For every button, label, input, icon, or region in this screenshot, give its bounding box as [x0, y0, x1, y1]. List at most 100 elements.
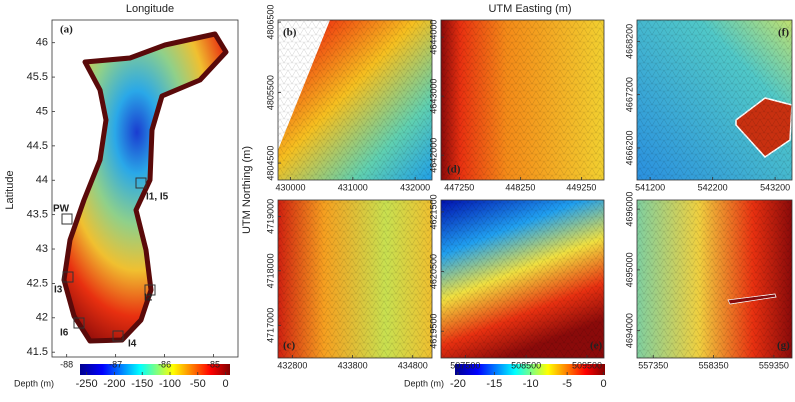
x-tick-label: 507500 — [450, 360, 480, 370]
y-tick-label: 4619500 — [428, 314, 438, 349]
station-box — [73, 317, 85, 329]
colorbars: Depth (m) Depth (m) — [14, 364, 605, 388]
panel-label: (b) — [283, 27, 297, 39]
axes-frame — [277, 19, 433, 181]
x-tick-label: 542200 — [698, 182, 728, 192]
x-tick-label: -88 — [60, 359, 73, 369]
x-tick-label: 541200 — [635, 182, 665, 192]
x-tick-label: 431000 — [338, 182, 368, 192]
panel-backgrounds: (b) (d) (f) (c) (e) (g) UTM Easting (m) … — [241, 3, 793, 358]
axes-frame — [636, 199, 793, 359]
x-tick-label: -85 — [207, 359, 220, 369]
x-tick-label: -86 — [158, 359, 171, 369]
y-tick-label: 46 — [36, 37, 48, 49]
x-tick-label: 448250 — [505, 182, 535, 192]
y-tick-label: 4666200 — [624, 130, 634, 165]
y-tick-label: 4621500 — [428, 194, 438, 229]
station-label: I4 — [128, 339, 137, 350]
panel-label: (d) — [447, 164, 461, 176]
y-axis-label: UTM Northing (m) — [241, 146, 253, 234]
y-tick-label: 4694000 — [624, 313, 634, 348]
y-tick-label: 4668200 — [624, 24, 634, 59]
y-tick-label: 4805500 — [265, 75, 275, 110]
x-tick-label: 434800 — [398, 360, 428, 370]
colorbar-tick-label: -100 — [159, 378, 181, 390]
panel-label: (a) — [60, 24, 73, 36]
y-tick-label: 4718000 — [265, 253, 275, 288]
y-tick-label: 4643000 — [428, 79, 438, 114]
x-tick-label: 557350 — [638, 360, 668, 370]
y-tick-label: 4667200 — [624, 77, 634, 112]
y-axis-label: Latitude — [4, 170, 16, 209]
y-tick-label: 4620500 — [428, 254, 438, 289]
y-tick-label: 4804500 — [265, 146, 275, 181]
y-tick-label: 44.5 — [27, 140, 48, 152]
x-tick-label: 509500 — [572, 360, 602, 370]
colorbar-tick-label: 0 — [600, 378, 606, 390]
colorbar — [80, 364, 230, 375]
y-tick-label: 43.5 — [27, 209, 48, 221]
mesh-overlay — [278, 20, 792, 358]
y-tick-label: 4642000 — [428, 138, 438, 173]
colorbar-tick-label: -250 — [76, 378, 98, 390]
station-label: I2 — [144, 293, 153, 304]
x-tick-label: 432000 — [400, 182, 430, 192]
x-tick-label: 508500 — [511, 360, 541, 370]
colorbar-tick-label: 0 — [222, 378, 228, 390]
colorbar-tick-label: -50 — [190, 378, 206, 390]
axes-frame — [51, 19, 239, 358]
x-tick-label: -87 — [109, 359, 122, 369]
station-label: I6 — [60, 328, 69, 339]
x-tick-label: 449250 — [566, 182, 596, 192]
station-label: PW — [53, 204, 70, 215]
x-axis-label: UTM Easting (m) — [488, 3, 571, 15]
panel-label: (e) — [590, 340, 603, 352]
colorbar-label: Depth (m) — [404, 378, 444, 388]
colorbar-label: Depth (m) — [14, 378, 54, 388]
axes-frame — [277, 199, 433, 359]
panel-label: (g) — [777, 340, 790, 352]
y-tick-label: 4717000 — [265, 308, 275, 343]
panel-label: (c) — [283, 340, 296, 352]
map-title: Longitude — [126, 3, 174, 15]
y-tick-label: 42.5 — [27, 277, 48, 289]
x-tick-label: 543200 — [760, 182, 790, 192]
x-tick-label: 430000 — [275, 182, 305, 192]
colorbar-tick-label: -20 — [450, 378, 466, 390]
y-tick-label: 4806500 — [265, 5, 275, 40]
axes-frame — [440, 19, 605, 181]
y-tick-label: 4695000 — [624, 252, 634, 287]
colorbar-tick-label: -10 — [523, 378, 539, 390]
axes-frame — [636, 19, 793, 181]
panel-label: (f) — [778, 27, 789, 39]
x-tick-label: 433800 — [338, 360, 368, 370]
station-box — [135, 177, 147, 189]
x-tick-label: 558350 — [699, 360, 729, 370]
colorbar-tick-label: -15 — [486, 378, 502, 390]
colorbar — [455, 364, 605, 375]
y-tick-label: 45 — [36, 105, 48, 117]
colorbar-tick-label: -5 — [562, 378, 572, 390]
station-box — [112, 330, 124, 342]
station-label: I1, I5 — [146, 192, 169, 203]
x-tick-label: 432800 — [277, 360, 307, 370]
colorbar-tick-label: -150 — [131, 378, 153, 390]
axes-frame — [440, 199, 605, 359]
station-box — [61, 213, 73, 225]
y-tick-label: 42 — [36, 312, 48, 324]
y-tick-label: 4696000 — [624, 192, 634, 227]
y-tick-label: 45.5 — [27, 71, 48, 83]
y-tick-label: 41.5 — [27, 346, 48, 358]
station-box — [144, 284, 156, 296]
y-tick-label: 43 — [36, 243, 48, 255]
x-tick-label: 559350 — [759, 360, 789, 370]
x-tick-label: 447250 — [444, 182, 474, 192]
colorbar-tick-label: -200 — [103, 378, 125, 390]
station-label: I3 — [54, 285, 63, 296]
lake-map: PW I1, I5 I3 I2 I6 I4 (a) Longitude Lati… — [4, 3, 229, 350]
y-tick-label: 4719000 — [265, 199, 275, 234]
y-tick-label: 44 — [36, 174, 48, 186]
y-tick-label: 4644000 — [428, 20, 438, 55]
station-box — [62, 271, 74, 283]
